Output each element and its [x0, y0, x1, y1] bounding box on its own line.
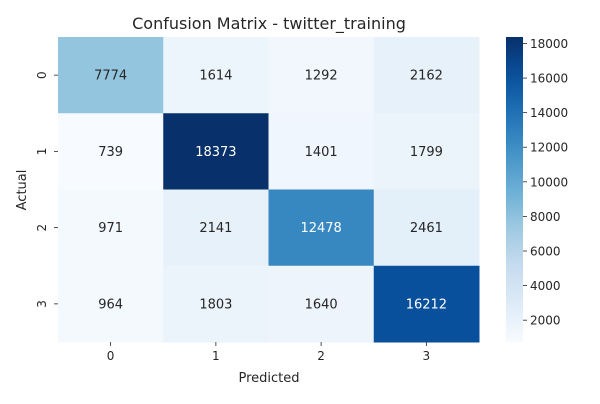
heatmap-cell [268, 265, 375, 343]
cell-value-label: 964 [98, 297, 123, 312]
heatmap-cell [268, 37, 375, 114]
y-tick-label: 3 [35, 300, 49, 308]
cell-value-label: 1640 [305, 297, 338, 312]
cell-value-label: 2141 [199, 221, 232, 236]
cell-value-label: 1803 [199, 297, 232, 312]
colorbar-tick-label: 10000 [530, 175, 568, 189]
cell-value-label: 1799 [410, 145, 443, 160]
x-tick-label: 3 [423, 349, 431, 363]
colorbar-tick-label: 2000 [530, 314, 561, 328]
heatmap-cell [373, 265, 480, 343]
heatmap-cell [163, 37, 269, 114]
cell-value-label: 1614 [199, 69, 232, 84]
heatmap-cell [373, 37, 480, 114]
heatmap-cell [163, 189, 269, 267]
cell-value-label: 1292 [305, 69, 338, 84]
cell-value-label: 739 [98, 145, 123, 160]
y-tick-label: 1 [35, 148, 49, 156]
heatmap-cell [58, 265, 164, 343]
x-tick-label: 0 [107, 349, 115, 363]
colorbar-tick-label: 12000 [530, 141, 568, 155]
cell-value-label: 2162 [410, 69, 443, 84]
x-tick-label: 1 [212, 349, 220, 363]
cell-value-label: 2461 [410, 221, 443, 236]
y-axis-ticks: 0 1 2 3 [35, 71, 58, 308]
cell-value-label: 16212 [406, 297, 447, 312]
heatmap-cell [268, 189, 375, 267]
cell-value-label: 971 [98, 221, 123, 236]
colorbar-tick-label: 14000 [530, 106, 568, 120]
cell-value-label: 12478 [300, 221, 341, 236]
cell-value-label: 1401 [305, 145, 338, 160]
heatmap-cell [163, 113, 269, 190]
cell-value-label: 7774 [94, 69, 127, 84]
colorbar-tick-label: 6000 [530, 245, 561, 259]
heatmap-cell [58, 113, 164, 190]
colorbar [506, 37, 523, 342]
colorbar-tick-label: 16000 [530, 72, 568, 86]
heatmap-cell [58, 37, 164, 114]
y-axis-label: Actual [15, 170, 30, 211]
x-axis-ticks: 0 1 2 3 [107, 342, 430, 363]
x-axis-label: Predicted [238, 371, 299, 386]
cell-value-label: 18373 [195, 145, 236, 160]
y-tick-label: 2 [35, 224, 49, 232]
heatmap-cell [373, 189, 480, 267]
x-tick-label: 2 [317, 349, 325, 363]
heatmap-cell [163, 265, 269, 343]
heatmap-cell [268, 113, 375, 190]
colorbar-ticks: 2000 4000 6000 8000 10000 12000 14000 16000 1800… [523, 37, 568, 328]
y-tick-label: 0 [35, 71, 49, 79]
chart-title: Confusion Matrix - twitter_training [132, 14, 406, 34]
heatmap-cell [58, 189, 164, 267]
heatmap-cells [58, 37, 480, 343]
heatmap-cell [373, 113, 480, 190]
colorbar-tick-label: 8000 [530, 210, 561, 224]
colorbar-tick-label: 18000 [530, 37, 568, 51]
colorbar-tick-label: 4000 [530, 279, 561, 293]
cell-annotations: 7774 1614 1292 2162 739 18373 1401 1799 971 2141 1… [94, 69, 447, 313]
